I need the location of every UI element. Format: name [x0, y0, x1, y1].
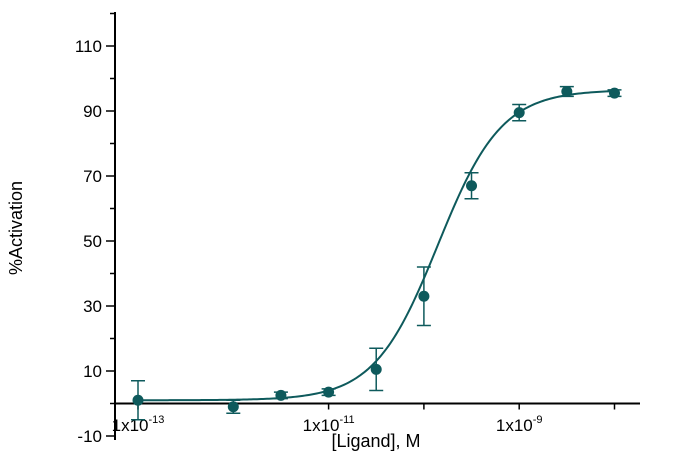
y-axis-title: %Activation — [6, 181, 26, 275]
y-tick-label: 10 — [83, 362, 102, 381]
y-tick-label: 90 — [83, 102, 102, 121]
data-point — [370, 363, 382, 375]
data-point — [323, 386, 335, 398]
data-point — [466, 180, 478, 192]
y-tick-label: 70 — [83, 167, 102, 186]
x-tick-label: 1x10-9 — [496, 414, 543, 435]
data-point — [513, 107, 525, 119]
y-tick-label: 30 — [83, 297, 102, 316]
data-points-group — [132, 86, 620, 413]
x-tick-label: 1x10-11 — [303, 414, 355, 435]
data-point — [561, 86, 573, 97]
data-point — [609, 87, 620, 99]
x-tick-label: 1x10-13 — [112, 414, 165, 435]
data-point — [418, 290, 430, 302]
y-tick-label: 50 — [83, 232, 102, 251]
y-tick-label: -10 — [77, 427, 102, 446]
data-point — [275, 389, 287, 401]
axes: -10 10 30 50 70 90 110 1x10-13 1x10-11 1x10-9 — [75, 12, 640, 446]
data-point — [227, 401, 239, 413]
x-axis-title: [Ligand], M — [331, 431, 420, 451]
data-point — [132, 394, 144, 406]
y-tick-label: 110 — [75, 37, 102, 56]
